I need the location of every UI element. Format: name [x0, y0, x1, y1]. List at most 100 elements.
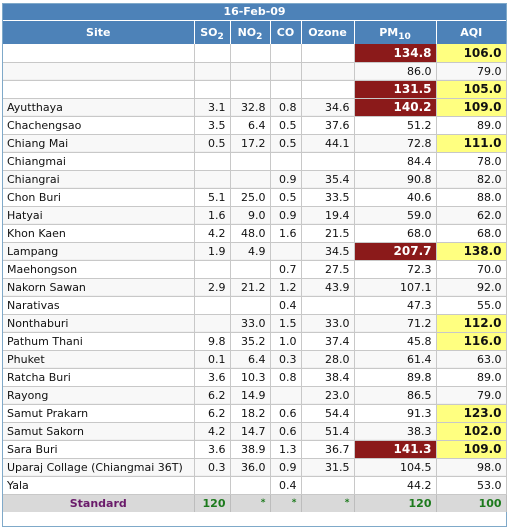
cell-so2: 2.9: [194, 278, 231, 297]
cell-aqi: 98.0: [436, 458, 507, 477]
cell-no2: [230, 476, 271, 495]
cell-no2: 33.0: [230, 314, 271, 333]
cell-site: Uparaj Collage (Chiangmai 36T): [3, 458, 195, 477]
cell-pm10: 91.3: [354, 404, 437, 423]
cell-ozone: 19.4: [301, 206, 355, 225]
cell-so2: [194, 260, 231, 279]
cell-pm10: 86.0: [354, 62, 437, 81]
cell-no2: 4.9: [230, 242, 271, 261]
table-row: Nonthaburi 33.0 1.5 33.0 71.2 112.0: [3, 314, 507, 333]
cell-no2: 6.4: [230, 116, 271, 135]
cell-ozone: 37.4: [301, 332, 355, 351]
cell-so2: 3.1: [194, 98, 231, 117]
cell-no2: 14.7: [230, 422, 271, 441]
cell-so2: 0.5: [194, 134, 231, 153]
standard-co: *: [270, 494, 302, 512]
cell-ozone: 44.1: [301, 134, 355, 153]
cell-so2: [194, 476, 231, 495]
header-aqi: AQI: [436, 20, 507, 44]
cell-site: Nakorn Sawan: [3, 278, 195, 297]
cell-so2: 1.6: [194, 206, 231, 225]
cell-co: [270, 44, 302, 63]
cell-pm10: 86.5: [354, 386, 437, 405]
cell-so2: [194, 314, 231, 333]
cell-so2: [194, 152, 231, 171]
table-row: Hatyai 1.6 9.0 0.9 19.4 59.0 62.0: [3, 206, 507, 225]
cell-co: 0.7: [270, 260, 302, 279]
cell-aqi: 68.0: [436, 224, 507, 243]
cell-so2: 3.6: [194, 440, 231, 459]
cell-so2: 6.2: [194, 386, 231, 405]
cell-no2: 9.0: [230, 206, 271, 225]
cell-ozone: 34.6: [301, 98, 355, 117]
standard-so2: 120: [194, 494, 231, 512]
cell-co: 1.3: [270, 440, 302, 459]
cell-co: 0.8: [270, 98, 302, 117]
cell-so2: 6.2: [194, 404, 231, 423]
cell-co: 0.9: [270, 206, 302, 225]
cell-aqi: 106.0: [436, 44, 507, 63]
cell-so2: 3.5: [194, 116, 231, 135]
cell-aqi: 109.0: [436, 98, 507, 117]
cell-so2: 3.6: [194, 368, 231, 387]
cell-so2: 4.2: [194, 422, 231, 441]
cell-no2: [230, 62, 271, 81]
cell-so2: 5.1: [194, 188, 231, 207]
cell-aqi: 102.0: [436, 422, 507, 441]
table-row: Chachengsao 3.5 6.4 0.5 37.6 51.2 89.0: [3, 116, 507, 135]
cell-so2: [194, 62, 231, 81]
standard-no2: *: [230, 494, 271, 512]
cell-ozone: 33.0: [301, 314, 355, 333]
cell-pm10: 141.3: [354, 440, 437, 459]
cell-co: 0.5: [270, 134, 302, 153]
cell-so2: [194, 296, 231, 315]
cell-co: [270, 242, 302, 261]
cell-no2: [230, 152, 271, 171]
header-so2: SO2: [194, 20, 231, 44]
report-date: 16-Feb-09: [3, 4, 507, 21]
cell-site: Yala: [3, 476, 195, 495]
table-row: Chiang Mai 0.5 17.2 0.5 44.1 72.8 111.0: [3, 134, 507, 153]
cell-no2: 48.0: [230, 224, 271, 243]
cell-so2: 4.2: [194, 224, 231, 243]
cell-co: 1.6: [270, 224, 302, 243]
table-row: Ayutthaya 3.1 32.8 0.8 34.6 140.2 109.0: [3, 98, 507, 117]
cell-co: 1.5: [270, 314, 302, 333]
cell-ozone: 37.6: [301, 116, 355, 135]
cell-co: 0.8: [270, 368, 302, 387]
table-row: Chiangrai 0.9 35.4 90.8 82.0: [3, 170, 507, 189]
cell-pm10: 68.0: [354, 224, 437, 243]
cell-ozone: 51.4: [301, 422, 355, 441]
cell-pm10: 38.3: [354, 422, 437, 441]
header-ozone: Ozone: [301, 20, 355, 44]
cell-site: Lampang: [3, 242, 195, 261]
table-row: Yala 0.4 44.2 53.0: [3, 476, 507, 495]
cell-site: Samut Sakorn: [3, 422, 195, 441]
cell-site: Chiangrai: [3, 170, 195, 189]
cell-co: 0.5: [270, 188, 302, 207]
cell-site: Ratcha Buri: [3, 368, 195, 387]
cell-co: [270, 62, 302, 81]
standard-aqi: 100: [436, 494, 507, 512]
cell-ozone: 54.4: [301, 404, 355, 423]
table-row: Narativas 0.4 47.3 55.0: [3, 296, 507, 315]
standard-pm10: 120: [354, 494, 437, 512]
cell-aqi: 82.0: [436, 170, 507, 189]
cell-aqi: 53.0: [436, 476, 507, 495]
cell-pm10: 44.2: [354, 476, 437, 495]
cell-no2: [230, 44, 271, 63]
table-row: Ratcha Buri 3.6 10.3 0.8 38.4 89.8 89.0: [3, 368, 507, 387]
cell-ozone: [301, 62, 355, 81]
standard-label: Standard: [3, 494, 195, 512]
cell-aqi: 89.0: [436, 116, 507, 135]
table-row: 86.0 79.0: [3, 62, 507, 81]
cell-pm10: 140.2: [354, 98, 437, 117]
cell-ozone: 33.5: [301, 188, 355, 207]
cell-aqi: 109.0: [436, 440, 507, 459]
cell-aqi: 123.0: [436, 404, 507, 423]
cell-no2: [230, 170, 271, 189]
cell-co: 0.4: [270, 296, 302, 315]
cell-no2: 38.9: [230, 440, 271, 459]
cell-no2: 18.2: [230, 404, 271, 423]
cell-pm10: 71.2: [354, 314, 437, 333]
